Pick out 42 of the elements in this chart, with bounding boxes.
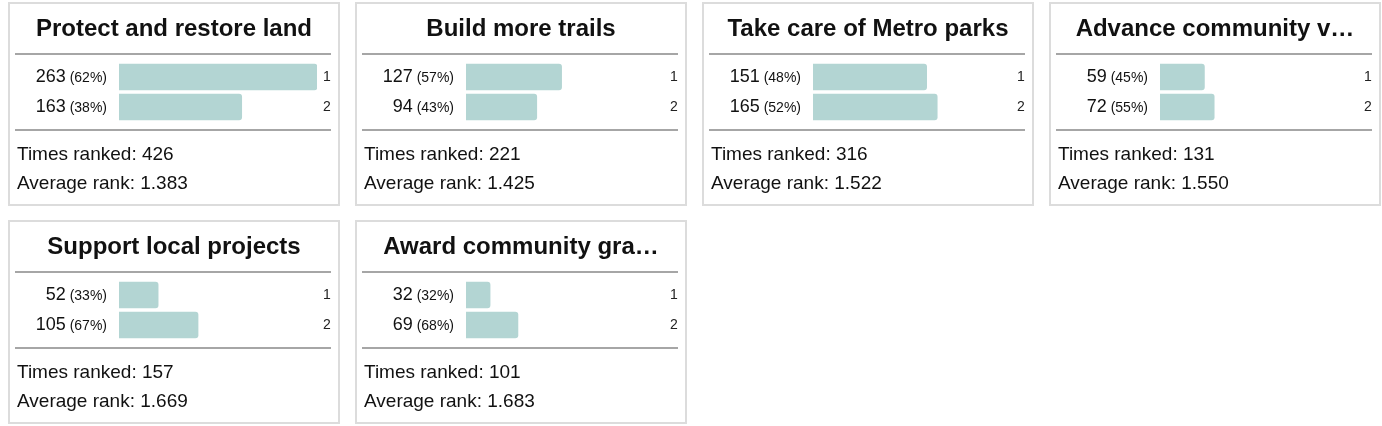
- data-label: 52 (33%): [45, 283, 107, 304]
- text: Average rank: 1.683: [364, 389, 535, 413]
- text: Times ranked: 101: [364, 360, 521, 384]
- y-tick-label: 2: [323, 97, 331, 114]
- text: Average rank: 1.550: [1058, 171, 1229, 195]
- y-tick-label: 1: [323, 285, 331, 302]
- text: Average rank: 1.522: [711, 171, 882, 195]
- y-tick-label: 1: [1017, 67, 1025, 84]
- chart-title: Support local projects: [46, 232, 302, 260]
- chart-title: Award community gra…: [382, 232, 660, 260]
- text: Average rank: 1.425: [364, 171, 535, 195]
- chart-title: Advance community v…: [1074, 14, 1356, 42]
- text: Times ranked: 221: [364, 142, 521, 166]
- y-tick-label: 2: [1364, 97, 1372, 114]
- text: Average rank: 1.383: [17, 171, 188, 195]
- chart-title: Build more trails: [425, 14, 617, 42]
- y-tick-label: 2: [670, 315, 678, 332]
- data-label: 32 (32%): [392, 283, 454, 304]
- data-label: 72 (55%): [1086, 95, 1148, 116]
- data-label: 151 (48%): [729, 65, 801, 86]
- data-label: 163 (38%): [35, 95, 107, 116]
- y-tick-label: 1: [670, 67, 678, 84]
- text: Times ranked: 157: [17, 360, 174, 384]
- y-tick-label: 2: [323, 315, 331, 332]
- data-label: 94 (43%): [392, 95, 454, 116]
- data-label: 59 (45%): [1086, 65, 1148, 86]
- data-label: 263 (62%): [35, 65, 107, 86]
- y-tick-label: 1: [670, 285, 678, 302]
- y-tick-label: 1: [1364, 67, 1372, 84]
- y-tick-label: 2: [1017, 97, 1025, 114]
- data-label: 127 (57%): [382, 65, 454, 86]
- data-label: 105 (67%): [35, 313, 107, 334]
- text: Average rank: 1.669: [17, 389, 188, 413]
- text: Times ranked: 426: [17, 142, 174, 166]
- text: Times ranked: 316: [711, 142, 868, 166]
- y-tick-label: 1: [323, 67, 331, 84]
- data-label: 69 (68%): [392, 313, 454, 334]
- y-tick-label: 2: [670, 97, 678, 114]
- data-label: 165 (52%): [729, 95, 801, 116]
- text: Times ranked: 131: [1058, 142, 1215, 166]
- chart-title: Take care of Metro parks: [726, 14, 1010, 42]
- chart-title: Protect and restore land: [34, 14, 314, 42]
